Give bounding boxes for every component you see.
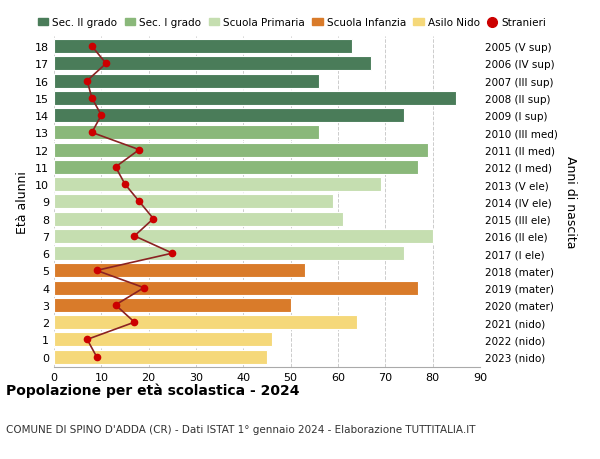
Bar (54, 178, 380, 192)
Bar (54, 333, 272, 347)
Bar (54, 40, 352, 54)
Text: COMUNE DI SPINO D'ADDA (CR) - Dati ISTAT 1° gennaio 2024 - Elaborazione TUTTITAL: COMUNE DI SPINO D'ADDA (CR) - Dati ISTAT… (6, 424, 476, 434)
Text: Popolazione per età scolastica - 2024: Popolazione per età scolastica - 2024 (6, 382, 299, 397)
Bar (54, 264, 305, 278)
Bar (54, 74, 319, 89)
Bar (54, 281, 418, 295)
Bar (54, 246, 404, 261)
Bar (54, 109, 404, 123)
Bar (54, 350, 267, 364)
Y-axis label: Anni di nascita: Anni di nascita (564, 156, 577, 248)
Bar (54, 230, 433, 243)
Bar (54, 195, 333, 209)
Bar (54, 143, 428, 157)
Bar (54, 315, 357, 330)
Bar (54, 126, 319, 140)
Bar (54, 92, 457, 106)
Bar (54, 161, 418, 174)
Bar (54, 212, 343, 226)
Y-axis label: Età alunni: Età alunni (16, 171, 29, 233)
Legend: Sec. II grado, Sec. I grado, Scuola Primaria, Scuola Infanzia, Asilo Nido, Stran: Sec. II grado, Sec. I grado, Scuola Prim… (38, 18, 547, 28)
Bar (54, 57, 371, 71)
Bar (54, 298, 290, 312)
